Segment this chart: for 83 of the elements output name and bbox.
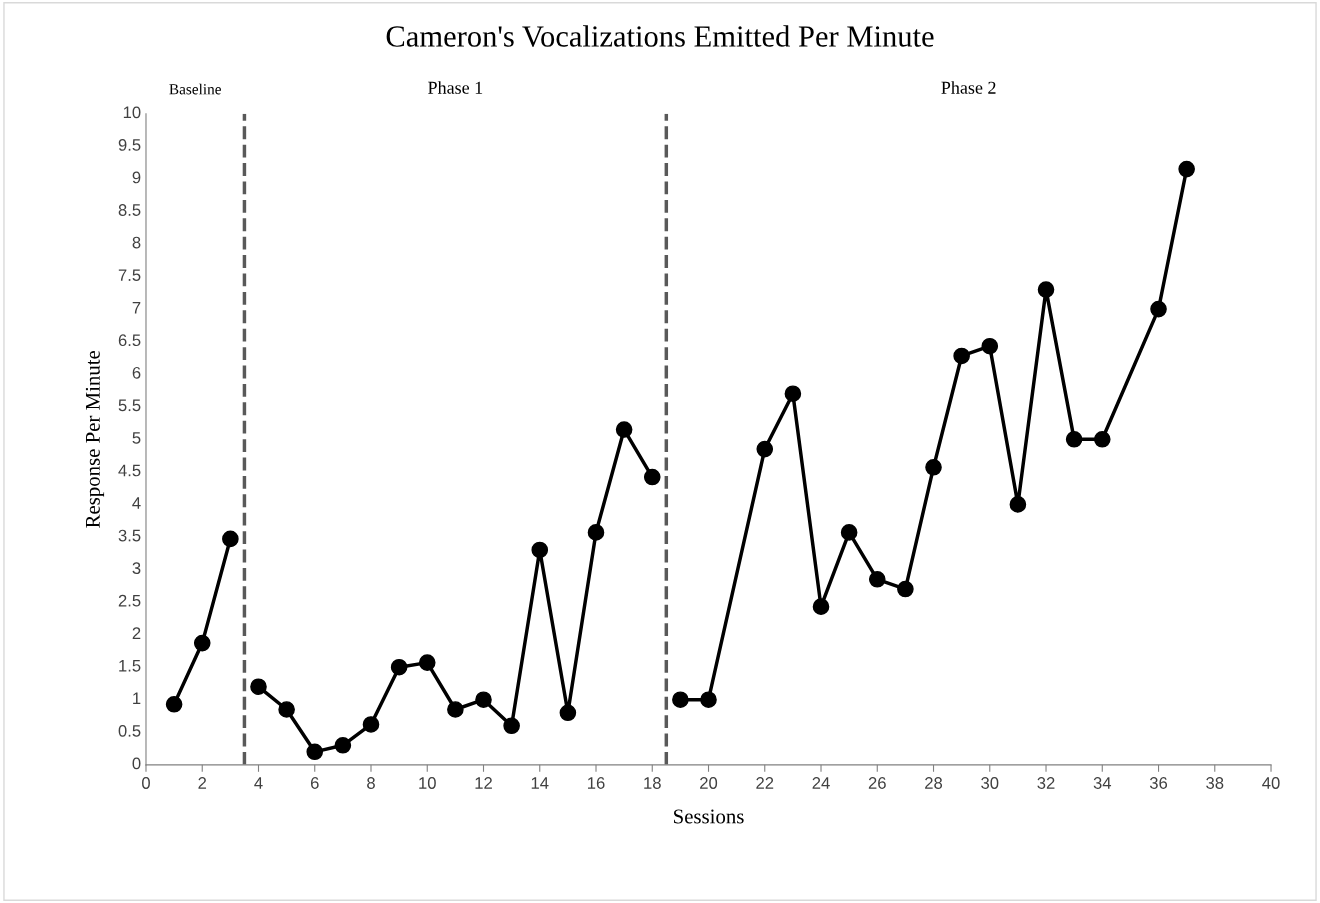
- point: [615, 421, 633, 438]
- x-tick-label: 36: [1149, 777, 1168, 789]
- point: [1037, 281, 1055, 298]
- y-tick-label: 5: [132, 432, 141, 444]
- x-tick-label: 32: [1037, 777, 1055, 789]
- point: [278, 701, 295, 718]
- point: [1150, 300, 1167, 318]
- point: [868, 570, 886, 588]
- x-tick-label: 0: [142, 777, 150, 789]
- x-tick-label: 14: [531, 777, 549, 789]
- y-tick-label: 8.5: [118, 204, 141, 216]
- y-tick-label: 5.5: [118, 399, 141, 412]
- point: [531, 541, 549, 559]
- point: [362, 716, 380, 733]
- point: [418, 654, 436, 671]
- point: [250, 678, 267, 696]
- x-tick-label: 4: [254, 777, 263, 789]
- point: [840, 524, 858, 541]
- y-tick-label: 1.5: [119, 660, 141, 672]
- point: [503, 717, 520, 735]
- x-tick-label: 40: [1262, 777, 1280, 789]
- x-tick-label: 12: [475, 777, 492, 789]
- chart-title: Cameron's Vocalizations Emitted Per Minute: [386, 25, 934, 47]
- point: [1065, 431, 1083, 448]
- x-tick-label: 22: [756, 777, 774, 789]
- x-tick-label: 18: [644, 777, 661, 789]
- y-axis-title: Response Per Minute: [85, 350, 105, 528]
- point: [953, 347, 970, 365]
- point: [447, 701, 464, 718]
- x-tick-label: 6: [310, 777, 319, 789]
- x-tick-label: 34: [1093, 777, 1112, 789]
- point: [1093, 431, 1111, 448]
- y-tick-label: 0.5: [118, 724, 141, 737]
- x-tick-label: 28: [925, 777, 943, 789]
- y-tick-label: 8: [132, 236, 141, 249]
- point: [1009, 496, 1027, 513]
- y-tick-label: 4.5: [118, 464, 141, 477]
- point: [643, 468, 661, 486]
- x-tick-label: 10: [419, 777, 436, 789]
- y-tick-label: 2.5: [118, 594, 141, 607]
- point: [165, 695, 183, 713]
- y-tick-label: 9: [132, 171, 141, 184]
- y-tick-label: 2: [132, 627, 141, 639]
- point: [475, 691, 492, 709]
- y-tick-label: 10: [123, 106, 141, 119]
- y-tick-label: 0: [132, 757, 141, 770]
- y-tick-label: 4: [132, 497, 141, 509]
- x-tick-label: 8: [367, 777, 375, 789]
- point: [390, 658, 408, 676]
- text: Phase 1: [428, 81, 483, 94]
- x-tick-label: 38: [1206, 777, 1224, 789]
- point: [559, 704, 577, 722]
- point: [222, 530, 239, 548]
- point: [925, 459, 942, 476]
- x-tick-label: 30: [981, 777, 999, 789]
- y-tick-label: 3: [132, 562, 141, 574]
- text: Baseline: [169, 83, 221, 95]
- point: [193, 634, 211, 652]
- point: [1178, 160, 1195, 178]
- point: [700, 691, 717, 709]
- point: [812, 598, 830, 615]
- y-tick-label: 7: [132, 301, 141, 314]
- y-tick-label: 6.5: [118, 334, 141, 347]
- point: [334, 737, 352, 754]
- point: [672, 691, 689, 709]
- y-tick-label: 7.5: [118, 269, 141, 282]
- x-tick-label: 24: [812, 777, 830, 789]
- point: [897, 580, 914, 598]
- point: [587, 524, 605, 541]
- text: Phase 2: [941, 81, 996, 94]
- point: [981, 337, 999, 355]
- x-axis-title: Sessions: [674, 809, 744, 824]
- x-tick-label: 16: [588, 777, 605, 789]
- y-tick-label: 6: [132, 366, 141, 379]
- point: [784, 385, 802, 403]
- x-tick-label: 20: [700, 777, 718, 789]
- x-tick-label: 26: [868, 777, 886, 789]
- point: [306, 743, 324, 761]
- y-tick-label: 9.5: [118, 139, 141, 151]
- x-tick-label: 2: [198, 777, 207, 789]
- y-tick-label: 1: [133, 692, 141, 705]
- point: [756, 440, 774, 458]
- y-tick-label: 3.5: [118, 529, 141, 542]
